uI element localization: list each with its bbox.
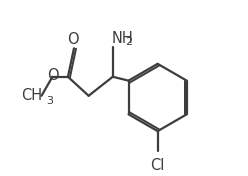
Text: Cl: Cl xyxy=(151,158,165,173)
Text: 3: 3 xyxy=(46,96,53,106)
Text: 2: 2 xyxy=(125,37,132,48)
Text: NH: NH xyxy=(111,31,133,46)
Text: O: O xyxy=(47,68,59,83)
Text: O: O xyxy=(67,32,79,47)
Text: CH: CH xyxy=(21,88,42,103)
